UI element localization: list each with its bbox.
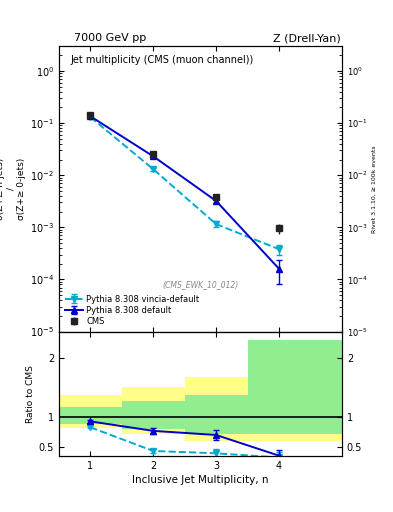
Legend: Pythia 8.308 vincia-default, Pythia 8.308 default, CMS: Pythia 8.308 vincia-default, Pythia 8.30…	[63, 293, 201, 327]
X-axis label: Inclusive Jet Multiplicity, n: Inclusive Jet Multiplicity, n	[132, 475, 269, 485]
Y-axis label: Ratio to CMS: Ratio to CMS	[26, 365, 35, 422]
Text: Jet multiplicity (CMS (muon channel)): Jet multiplicity (CMS (muon channel))	[70, 55, 253, 65]
Y-axis label: σ(Z+≥ n-jets)
/
σ(Z+≥ 0-jets): σ(Z+≥ n-jets) / σ(Z+≥ 0-jets)	[0, 158, 26, 220]
Text: Z (Drell-Yan): Z (Drell-Yan)	[273, 33, 340, 44]
Y-axis label: Rivet 3.1.10, ≥ 100k events: Rivet 3.1.10, ≥ 100k events	[372, 145, 377, 232]
Text: 7000 GeV pp: 7000 GeV pp	[74, 33, 146, 44]
Text: (CMS_EWK_10_012): (CMS_EWK_10_012)	[162, 280, 239, 289]
